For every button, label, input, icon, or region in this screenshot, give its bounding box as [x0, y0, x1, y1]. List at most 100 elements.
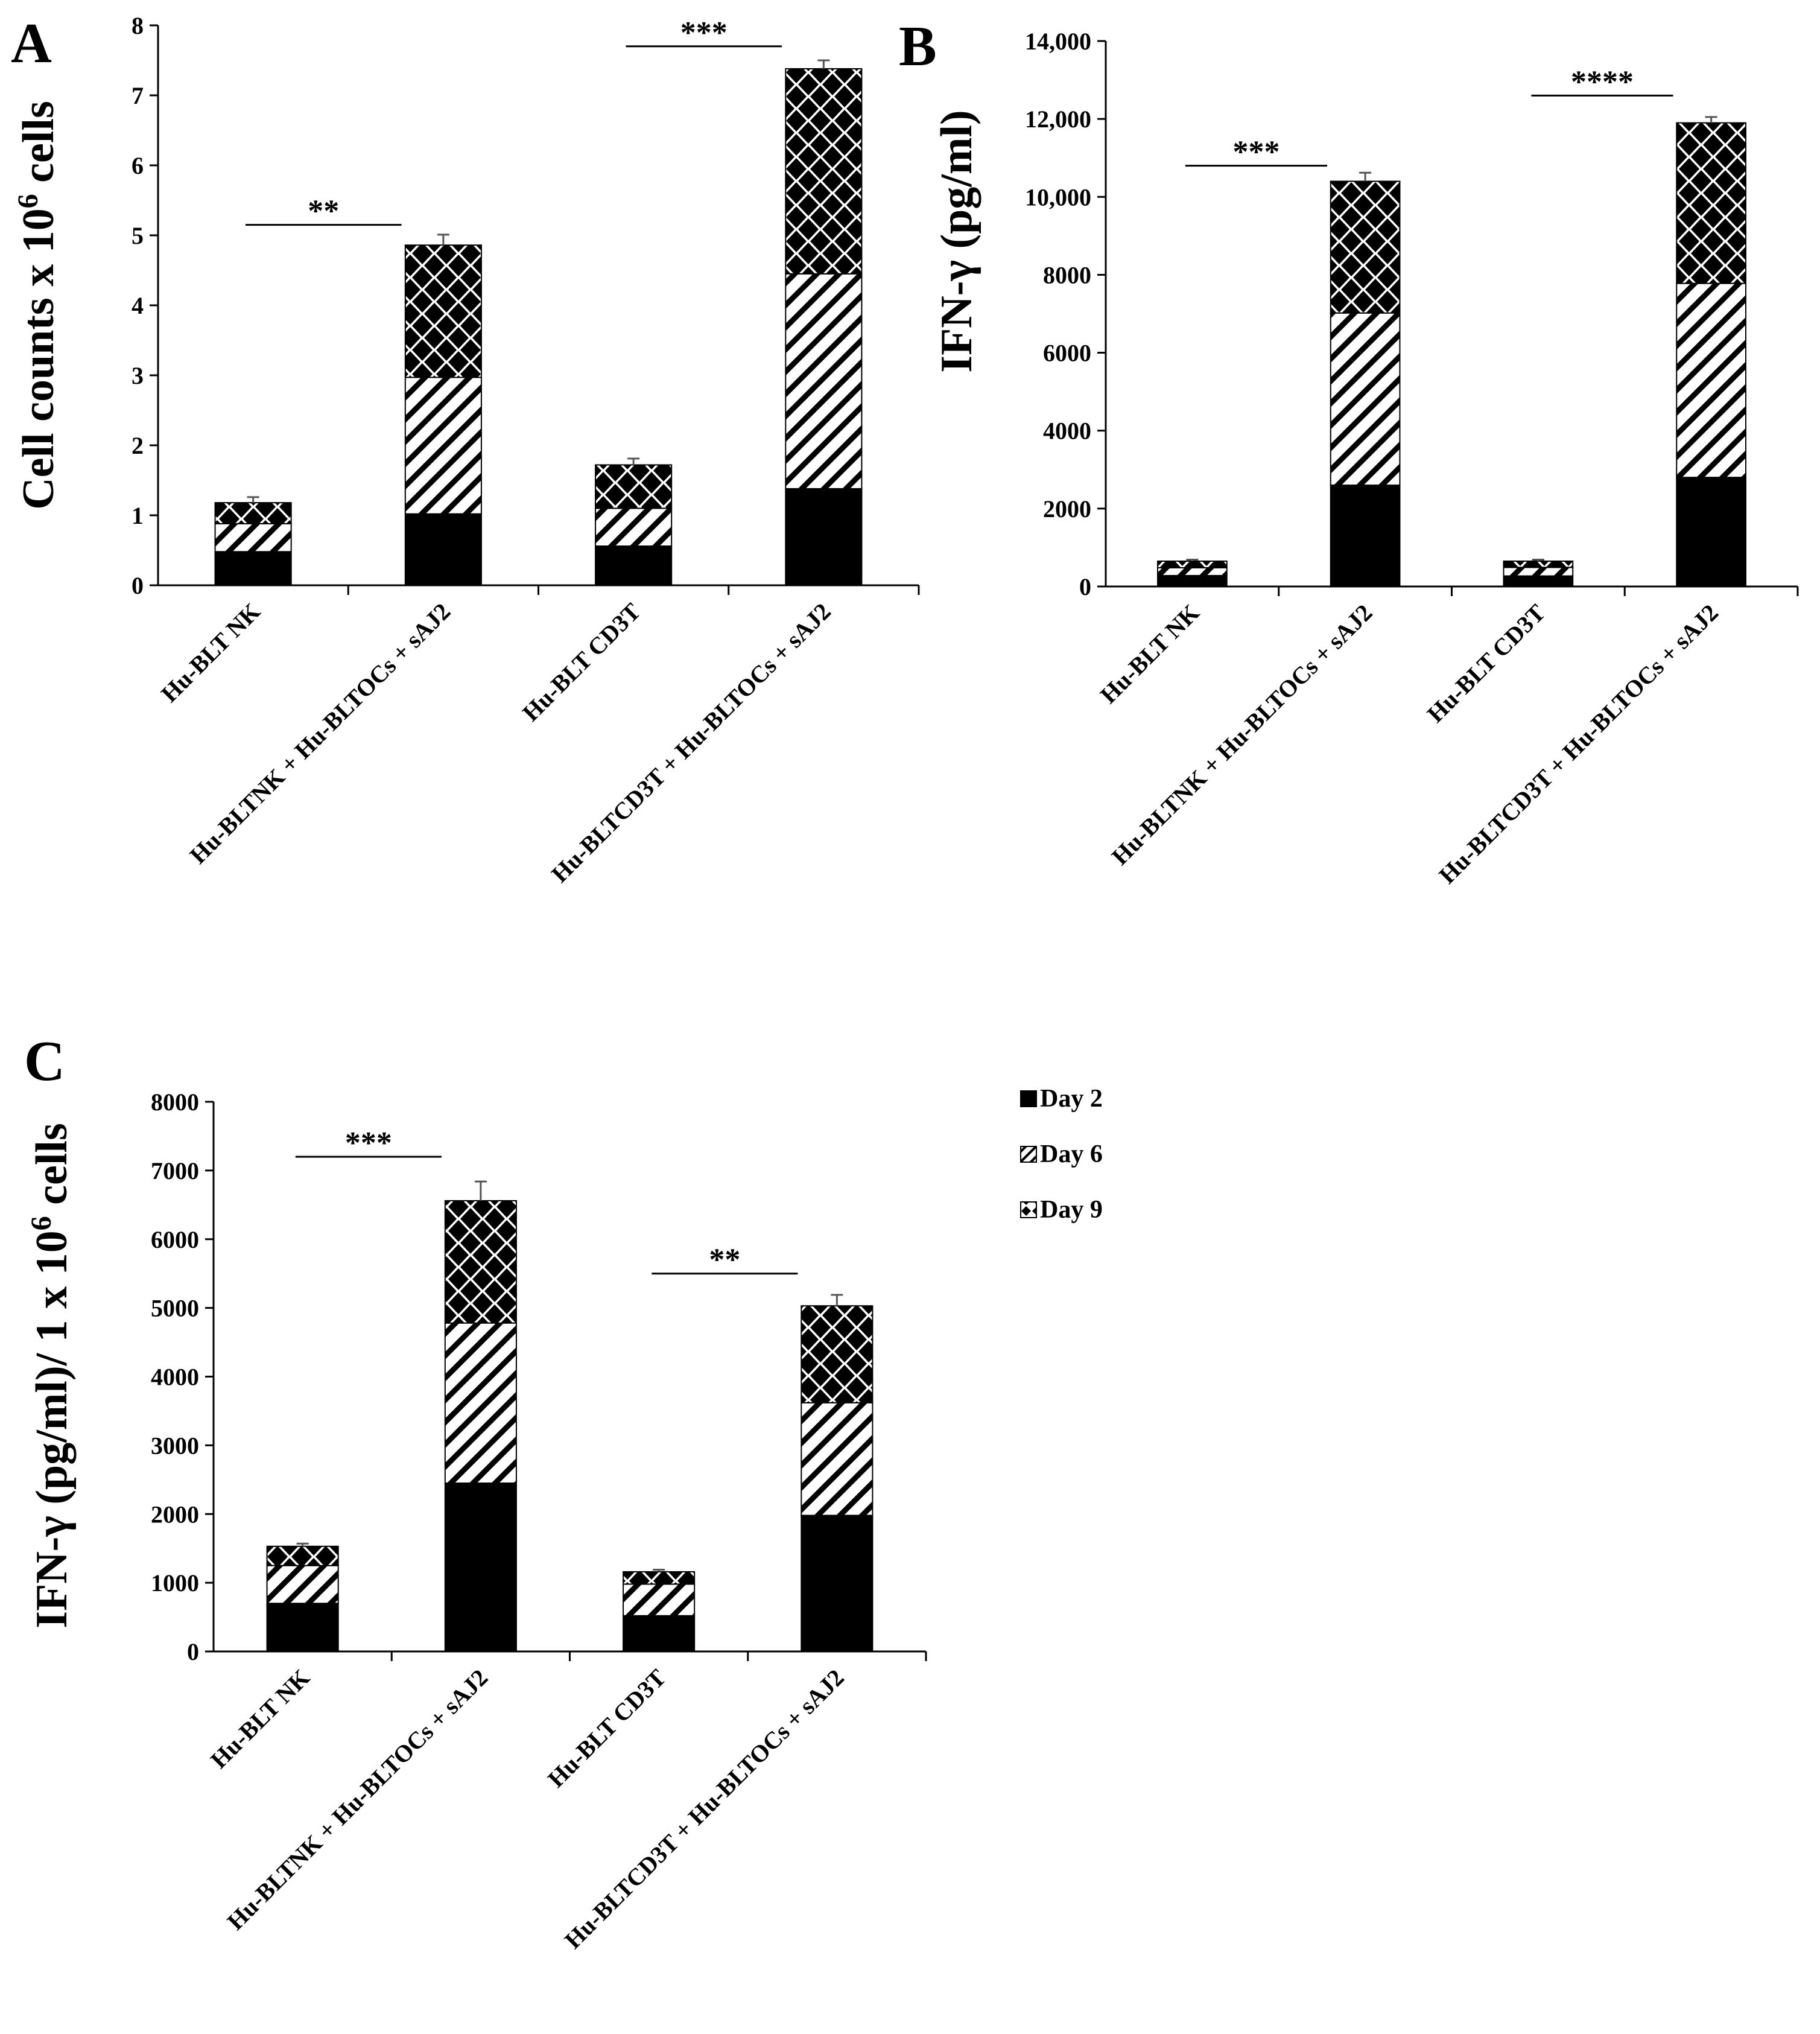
category-label-b-hu-blt-nk: Hu-BLT NK [1095, 599, 1205, 709]
error-bar-a-hu-blt-nk [247, 496, 259, 503]
y-tick-label-c-3: 3000 [151, 1432, 199, 1459]
y-tick-label-b-0: 0 [1079, 573, 1091, 600]
y-tick-label-a-0: 0 [132, 572, 144, 599]
y-tick-label-a-8: 8 [132, 12, 144, 39]
bar-c-day-9-hu-bltnk-hu-bltocs-saj2 [444, 1200, 517, 1324]
y-tick-label-a-4: 4 [132, 292, 144, 319]
category-label-b-hu-blt-cd3t: Hu-BLT CD3T [1422, 599, 1551, 728]
bar-c-day-9-hu-blt-cd3t [623, 1571, 696, 1585]
y-tick-label-c-0: 0 [187, 1638, 199, 1665]
error-bar-a-hu-blt-cd3t [627, 457, 640, 465]
bar-c-day-2-hu-bltcd3t-hu-bltocs-saj2 [801, 1514, 874, 1653]
y-tick-label-c-1: 1000 [151, 1569, 199, 1597]
error-bar-b-hu-bltnk-hu-bltocs-saj2 [1359, 171, 1372, 182]
bar-b-day-9-hu-bltcd3t-hu-bltocs-saj2 [1676, 122, 1746, 284]
error-bar-c-hu-bltcd3t-hu-bltocs-saj2 [831, 1294, 843, 1306]
category-label-c-hu-bltcd3t-hu-bltocs-saj2: Hu-BLTCD3T + Hu-BLTOCs + sAJ2 [559, 1664, 849, 1954]
y-tick-label-c-8: 8000 [151, 1089, 199, 1116]
bar-b-day-2-hu-blt-nk [1157, 574, 1228, 587]
bar-b-day-6-hu-bltcd3t-hu-bltocs-saj2 [1676, 282, 1746, 478]
chart-panel-b: 0 2000 4000 6000 8000 10,000 12,000 14,000 Hu-BL… [932, 28, 1799, 889]
bar-c-day-6-hu-bltcd3t-hu-bltocs-saj2 [801, 1402, 874, 1516]
bar-b-day-9-hu-bltnk-hu-bltocs-saj2 [1330, 180, 1401, 314]
bar-a-day-9-hu-bltnk-hu-bltocs-saj2 [404, 244, 482, 378]
bar-c-day-2-hu-bltnk-hu-bltocs-saj2 [444, 1483, 517, 1653]
legend-swatch-day-6 [1020, 1146, 1037, 1163]
bar-b-day-2-hu-bltcd3t-hu-bltocs-saj2 [1676, 477, 1746, 588]
panel-letter-b: B [899, 15, 937, 78]
category-label-c-hu-blt-nk: Hu-BLT NK [205, 1664, 315, 1774]
significance-label-c-0: *** [345, 1126, 392, 1160]
legend-label-day-6: Day 6 [1040, 1140, 1103, 1168]
y-tick-label-a-7: 7 [132, 82, 144, 109]
y-tick-label-b-7: 14,000 [1025, 28, 1091, 55]
y-tick-label-a-6: 6 [132, 152, 144, 179]
error-bar-c-hu-bltnk-hu-bltocs-saj2 [474, 1180, 487, 1201]
category-label-c-hu-blt-cd3t: Hu-BLT CD3T [542, 1664, 671, 1793]
y-axis-title-b: IFN-γ (pg/ml) [932, 110, 981, 372]
bar-c-day-9-hu-bltcd3t-hu-bltocs-saj2 [801, 1305, 874, 1403]
bar-a-day-9-hu-bltcd3t-hu-bltocs-saj2 [785, 68, 863, 275]
category-label-a-hu-blt-nk: Hu-BLT NK [156, 598, 265, 708]
legend-label-day-2: Day 2 [1040, 1085, 1103, 1113]
y-tick-label-b-5: 10,000 [1025, 183, 1091, 211]
y-tick-label-b-3: 6000 [1043, 340, 1091, 367]
bar-a-day-2-hu-blt-cd3t [595, 545, 673, 586]
error-bar-a-hu-bltcd3t-hu-bltocs-saj2 [817, 59, 830, 69]
y-tick-label-c-7: 7000 [151, 1157, 199, 1184]
bar-c-day-6-hu-blt-nk [266, 1565, 339, 1604]
significance-label-a-1: *** [680, 16, 728, 50]
bar-b-day-6-hu-blt-cd3t [1503, 567, 1574, 577]
bar-b-day-2-hu-bltnk-hu-bltocs-saj2 [1330, 485, 1401, 587]
y-tick-label-b-6: 12,000 [1025, 106, 1091, 133]
y-tick-label-b-2: 4000 [1043, 418, 1091, 445]
error-bar-b-hu-blt-cd3t [1532, 558, 1544, 562]
y-tick-label-c-5: 5000 [151, 1295, 199, 1322]
y-tick-label-b-4: 8000 [1043, 261, 1091, 288]
y-tick-label-a-2: 2 [132, 432, 144, 459]
bar-a-day-2-hu-blt-nk [214, 551, 292, 586]
bar-c-day-6-hu-bltnk-hu-bltocs-saj2 [444, 1322, 517, 1484]
legend-swatch-day-2 [1020, 1090, 1037, 1107]
category-label-b-hu-bltcd3t-hu-bltocs-saj2: Hu-BLTCD3T + Hu-BLTOCs + sAJ2 [1433, 599, 1723, 889]
bar-b-day-9-hu-blt-nk [1157, 561, 1228, 569]
bar-c-day-9-hu-blt-nk [266, 1545, 339, 1566]
bar-a-day-6-hu-bltnk-hu-bltocs-saj2 [404, 377, 482, 515]
significance-label-b-1: **** [1571, 65, 1634, 99]
error-bar-c-hu-blt-cd3t [653, 1568, 665, 1572]
bar-a-day-9-hu-blt-cd3t [595, 464, 673, 509]
y-tick-label-c-4: 4000 [151, 1364, 199, 1391]
y-tick-label-c-2: 2000 [151, 1501, 199, 1528]
panel-letter-a: A [11, 12, 52, 75]
significance-label-c-1: ** [709, 1243, 740, 1277]
error-bar-a-hu-bltnk-hu-bltocs-saj2 [437, 234, 449, 246]
bar-c-day-2-hu-blt-cd3t [623, 1615, 696, 1652]
error-bar-b-hu-bltcd3t-hu-bltocs-saj2 [1705, 116, 1717, 123]
y-tick-label-a-3: 3 [132, 362, 144, 389]
y-axis-title-a: Cell counts x 106 cells [12, 101, 63, 510]
bar-a-day-6-hu-blt-nk [214, 523, 292, 553]
error-bar-c-hu-blt-nk [296, 1542, 309, 1546]
bar-a-day-2-hu-bltnk-hu-bltocs-saj2 [404, 513, 482, 586]
error-bar-b-hu-blt-nk [1186, 558, 1199, 562]
legend-label-day-9: Day 9 [1040, 1196, 1103, 1224]
bar-a-day-6-hu-blt-cd3t [595, 507, 673, 547]
bar-b-day-9-hu-blt-cd3t [1503, 561, 1574, 568]
bar-a-day-9-hu-blt-nk [214, 502, 292, 524]
category-label-a-hu-blt-cd3t: Hu-BLT CD3T [517, 597, 646, 726]
panel-letter-c: C [24, 1030, 65, 1093]
bar-b-day-2-hu-blt-cd3t [1503, 575, 1574, 588]
legend: Day 2 Day 6 Day 9 [1020, 1085, 1103, 1224]
bar-a-day-6-hu-bltcd3t-hu-bltocs-saj2 [785, 273, 863, 489]
significance-label-a-0: ** [308, 194, 339, 229]
y-axis-title-c: IFN-γ (pg/ml)/ 1 x 106 cells [25, 1123, 77, 1629]
bar-a-day-2-hu-bltcd3t-hu-bltocs-saj2 [785, 488, 863, 586]
y-tick-label-c-6: 6000 [151, 1226, 199, 1253]
y-tick-label-a-1: 1 [132, 502, 144, 529]
bar-b-day-6-hu-bltnk-hu-bltocs-saj2 [1330, 312, 1401, 486]
bar-c-day-2-hu-blt-nk [266, 1603, 339, 1653]
bar-b-day-6-hu-blt-nk [1157, 567, 1228, 576]
y-tick-label-b-1: 2000 [1043, 495, 1091, 523]
